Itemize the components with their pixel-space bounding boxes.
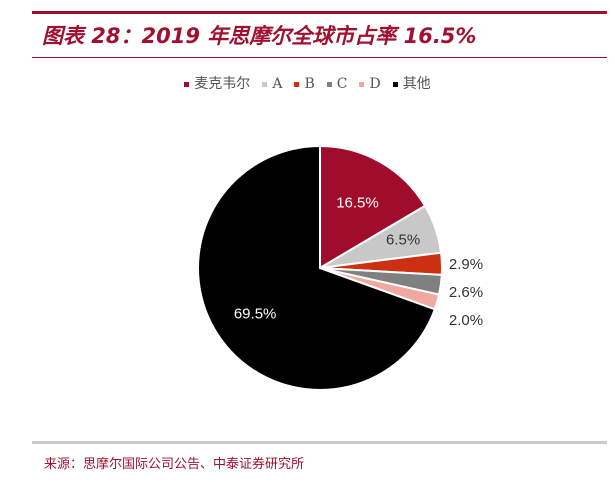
source-note: 来源：思摩尔国际公司公告、中泰证券研究所 [44,457,305,472]
data-label: 16.5% [336,194,379,211]
legend-swatch [184,81,190,87]
legend-label: B [304,76,315,92]
legend-label: D [369,76,381,92]
legend-swatch [262,81,268,87]
legend-item: A [262,76,282,92]
legend-swatch [294,81,300,87]
data-label: 2.0% [449,312,483,329]
legend-item: B [294,76,315,92]
data-label: 2.9% [449,256,483,273]
legend-swatch [326,81,332,87]
legend-item: C [326,76,348,92]
legend-swatch [392,81,398,87]
legend-label: 麦克韦尔 [194,76,251,92]
legend-item: D [359,76,381,92]
legend-label: C [336,76,348,92]
pie-slice [319,144,427,270]
pie-slice [197,144,437,391]
legend: 麦克韦尔 A B C D 其他 [0,73,615,93]
chart-title: 图表 28：2019 年思摩尔全球市占率 16.5% [42,24,477,48]
title-top-rule [32,11,607,14]
data-label: 69.5% [234,306,277,323]
legend-item: 其他 [392,76,431,92]
legend-item: 麦克韦尔 [184,76,250,92]
footer-rule [32,441,607,444]
legend-label: 其他 [402,76,431,92]
data-label: 2.6% [449,284,483,301]
legend-swatch [359,81,365,87]
legend-label: A [272,76,283,92]
title-bottom-rule [32,57,607,58]
data-label: 6.5% [386,232,420,249]
